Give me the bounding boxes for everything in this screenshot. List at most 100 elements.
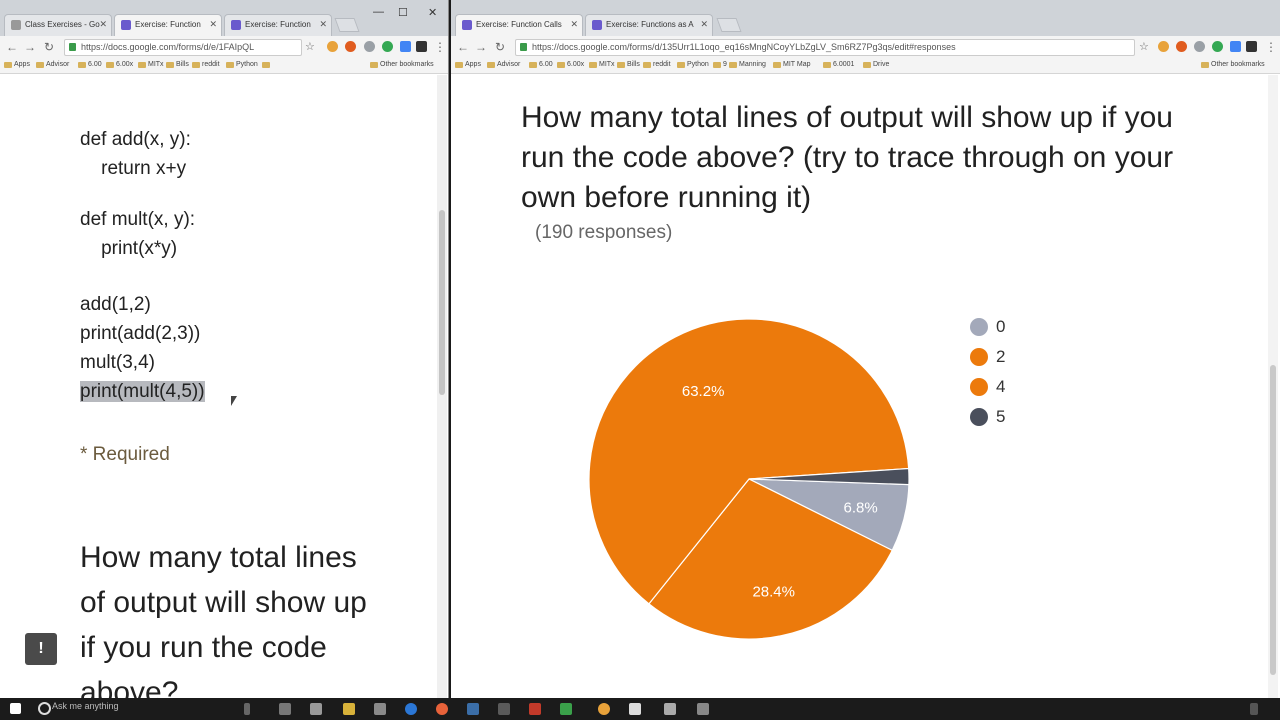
legend-item-2[interactable]: 2 bbox=[970, 347, 1005, 367]
star-icon[interactable]: ☆ bbox=[1139, 41, 1149, 53]
app-icon[interactable] bbox=[498, 703, 510, 715]
extension-icon[interactable] bbox=[1194, 41, 1205, 52]
bookmark-python[interactable]: Python bbox=[226, 61, 258, 68]
extension-icon[interactable] bbox=[416, 41, 427, 52]
url-input[interactable]: https://docs.google.com/forms/d/e/1FAIpQ… bbox=[64, 39, 302, 56]
pie-label-2: 28.4% bbox=[752, 584, 795, 601]
minimize-icon[interactable]: — bbox=[373, 6, 384, 18]
selected-text[interactable]: print(mult(4,5)) bbox=[80, 381, 205, 402]
menu-icon[interactable]: ⋮ bbox=[1265, 40, 1277, 54]
task-view-icon[interactable] bbox=[279, 703, 291, 715]
bookmark-apps[interactable]: Apps bbox=[455, 61, 481, 68]
url-input[interactable]: https://docs.google.com/forms/d/135Urr1L… bbox=[515, 39, 1135, 56]
extension-icon[interactable] bbox=[345, 41, 356, 52]
more-bookmarks[interactable]: » bbox=[262, 61, 270, 68]
legend-swatch bbox=[970, 348, 988, 366]
bookmark-mitx[interactable]: MITx bbox=[589, 61, 615, 68]
bookmark-other[interactable]: Other bookmarks bbox=[1201, 61, 1265, 68]
new-tab-button[interactable] bbox=[334, 18, 360, 32]
extension-icon[interactable] bbox=[1230, 41, 1241, 52]
scroll-thumb[interactable] bbox=[1270, 365, 1276, 675]
app-icon[interactable] bbox=[664, 703, 676, 715]
bookmark-other[interactable]: Other bookmarks bbox=[370, 61, 434, 68]
close-tab-icon[interactable]: ✕ bbox=[209, 19, 217, 29]
legend-item-5[interactable]: 5 bbox=[970, 407, 1005, 427]
bookmark-reddit[interactable]: reddit bbox=[643, 61, 671, 68]
legend-item-4[interactable]: 4 bbox=[970, 377, 1005, 397]
tab-exercise-functions-as[interactable]: Exercise: Functions as A ✕ bbox=[585, 14, 713, 36]
extension-icon[interactable] bbox=[327, 41, 338, 52]
bookmark-apps[interactable]: Apps bbox=[4, 61, 30, 68]
bookmark-600[interactable]: 6.00 bbox=[529, 61, 553, 68]
reload-icon[interactable]: ↻ bbox=[44, 40, 55, 54]
tab-exercise-function-2[interactable]: Exercise: Function ✕ bbox=[224, 14, 332, 36]
bookmark-bills[interactable]: Bills bbox=[166, 61, 189, 68]
close-tab-icon[interactable]: ✕ bbox=[700, 19, 708, 29]
windows-taskbar: Ask me anything bbox=[0, 698, 1280, 720]
extension-icon[interactable] bbox=[1158, 41, 1169, 52]
app-icon[interactable] bbox=[467, 703, 479, 715]
legend-item-0[interactable]: 0 bbox=[970, 317, 1006, 337]
extension-icon[interactable] bbox=[1212, 41, 1223, 52]
pie-slice-5[interactable] bbox=[748, 467, 910, 486]
app-icon[interactable] bbox=[374, 703, 386, 715]
pie-slice-4[interactable] bbox=[588, 318, 910, 605]
extension-icon[interactable] bbox=[400, 41, 411, 52]
feedback-icon[interactable]: ! bbox=[25, 633, 57, 665]
back-icon[interactable]: ← bbox=[6, 40, 18, 54]
code-line: mult(3,4) bbox=[80, 352, 155, 373]
close-window-icon[interactable]: ✕ bbox=[428, 7, 438, 19]
bookmark-python[interactable]: Python bbox=[677, 61, 709, 68]
tab-class-exercises[interactable]: Class Exercises - Go ✕ bbox=[4, 14, 112, 36]
windows-start-icon[interactable] bbox=[10, 703, 21, 714]
app-icon[interactable] bbox=[697, 703, 709, 715]
star-icon[interactable]: ☆ bbox=[305, 41, 315, 53]
left-scrollbar[interactable] bbox=[437, 75, 447, 698]
app-icon[interactable] bbox=[629, 703, 641, 715]
bookmark-9[interactable]: 9 bbox=[713, 61, 727, 68]
chrome-icon[interactable] bbox=[598, 703, 610, 715]
edge-icon[interactable] bbox=[405, 703, 417, 715]
scroll-thumb[interactable] bbox=[439, 210, 445, 395]
app-icon[interactable] bbox=[529, 703, 541, 715]
firefox-icon[interactable] bbox=[436, 703, 448, 715]
bookmark-mitx[interactable]: MITx bbox=[138, 61, 164, 68]
reload-icon[interactable]: ↻ bbox=[495, 40, 506, 54]
file-explorer-icon[interactable] bbox=[343, 703, 355, 715]
extension-icon[interactable] bbox=[1246, 41, 1257, 52]
pie-slice-2[interactable] bbox=[648, 478, 894, 640]
right-scrollbar[interactable] bbox=[1268, 75, 1278, 698]
forward-icon[interactable]: → bbox=[475, 40, 487, 54]
app-icon[interactable] bbox=[560, 703, 572, 715]
bookmark-advisor[interactable]: Advisor bbox=[487, 61, 520, 68]
close-tab-icon[interactable]: ✕ bbox=[99, 19, 107, 29]
bookmark-600[interactable]: 6.00 bbox=[78, 61, 102, 68]
close-tab-icon[interactable]: ✕ bbox=[319, 19, 327, 29]
bookmark-600x[interactable]: 6.00x bbox=[557, 61, 584, 68]
bookmark-manning[interactable]: Manning bbox=[729, 61, 766, 68]
back-icon[interactable]: ← bbox=[457, 40, 469, 54]
tab-exercise-function-calls[interactable]: Exercise: Function Calls ✕ bbox=[455, 14, 583, 36]
notifications-icon[interactable] bbox=[1250, 703, 1258, 715]
bookmark-advisor[interactable]: Advisor bbox=[36, 61, 69, 68]
legend-label: 0 bbox=[996, 317, 1006, 336]
extension-icon[interactable] bbox=[1176, 41, 1187, 52]
cortana-search[interactable]: Ask me anything bbox=[36, 701, 119, 715]
menu-icon[interactable]: ⋮ bbox=[434, 40, 446, 54]
app-icon[interactable] bbox=[310, 703, 322, 715]
extension-icon[interactable] bbox=[364, 41, 375, 52]
code-line: print(x*y) bbox=[80, 238, 178, 259]
close-tab-icon[interactable]: ✕ bbox=[570, 19, 578, 29]
bookmark-drive[interactable]: Drive bbox=[863, 61, 889, 68]
bookmark-600x[interactable]: 6.00x bbox=[106, 61, 133, 68]
extension-icon[interactable] bbox=[382, 41, 393, 52]
tab-exercise-function-1[interactable]: Exercise: Function ✕ bbox=[114, 14, 222, 36]
code-line-selected[interactable]: print(mult(4,5)) bbox=[80, 381, 205, 403]
bookmark-bills[interactable]: Bills bbox=[617, 61, 640, 68]
microphone-icon[interactable] bbox=[244, 703, 250, 715]
bookmark-mit-map[interactable]: MIT Map bbox=[773, 61, 811, 68]
bookmark-reddit[interactable]: reddit bbox=[192, 61, 220, 68]
bookmark-60001[interactable]: 6.0001 bbox=[823, 61, 854, 68]
maximize-icon[interactable]: ☐ bbox=[398, 7, 408, 19]
forward-icon[interactable]: → bbox=[24, 40, 36, 54]
